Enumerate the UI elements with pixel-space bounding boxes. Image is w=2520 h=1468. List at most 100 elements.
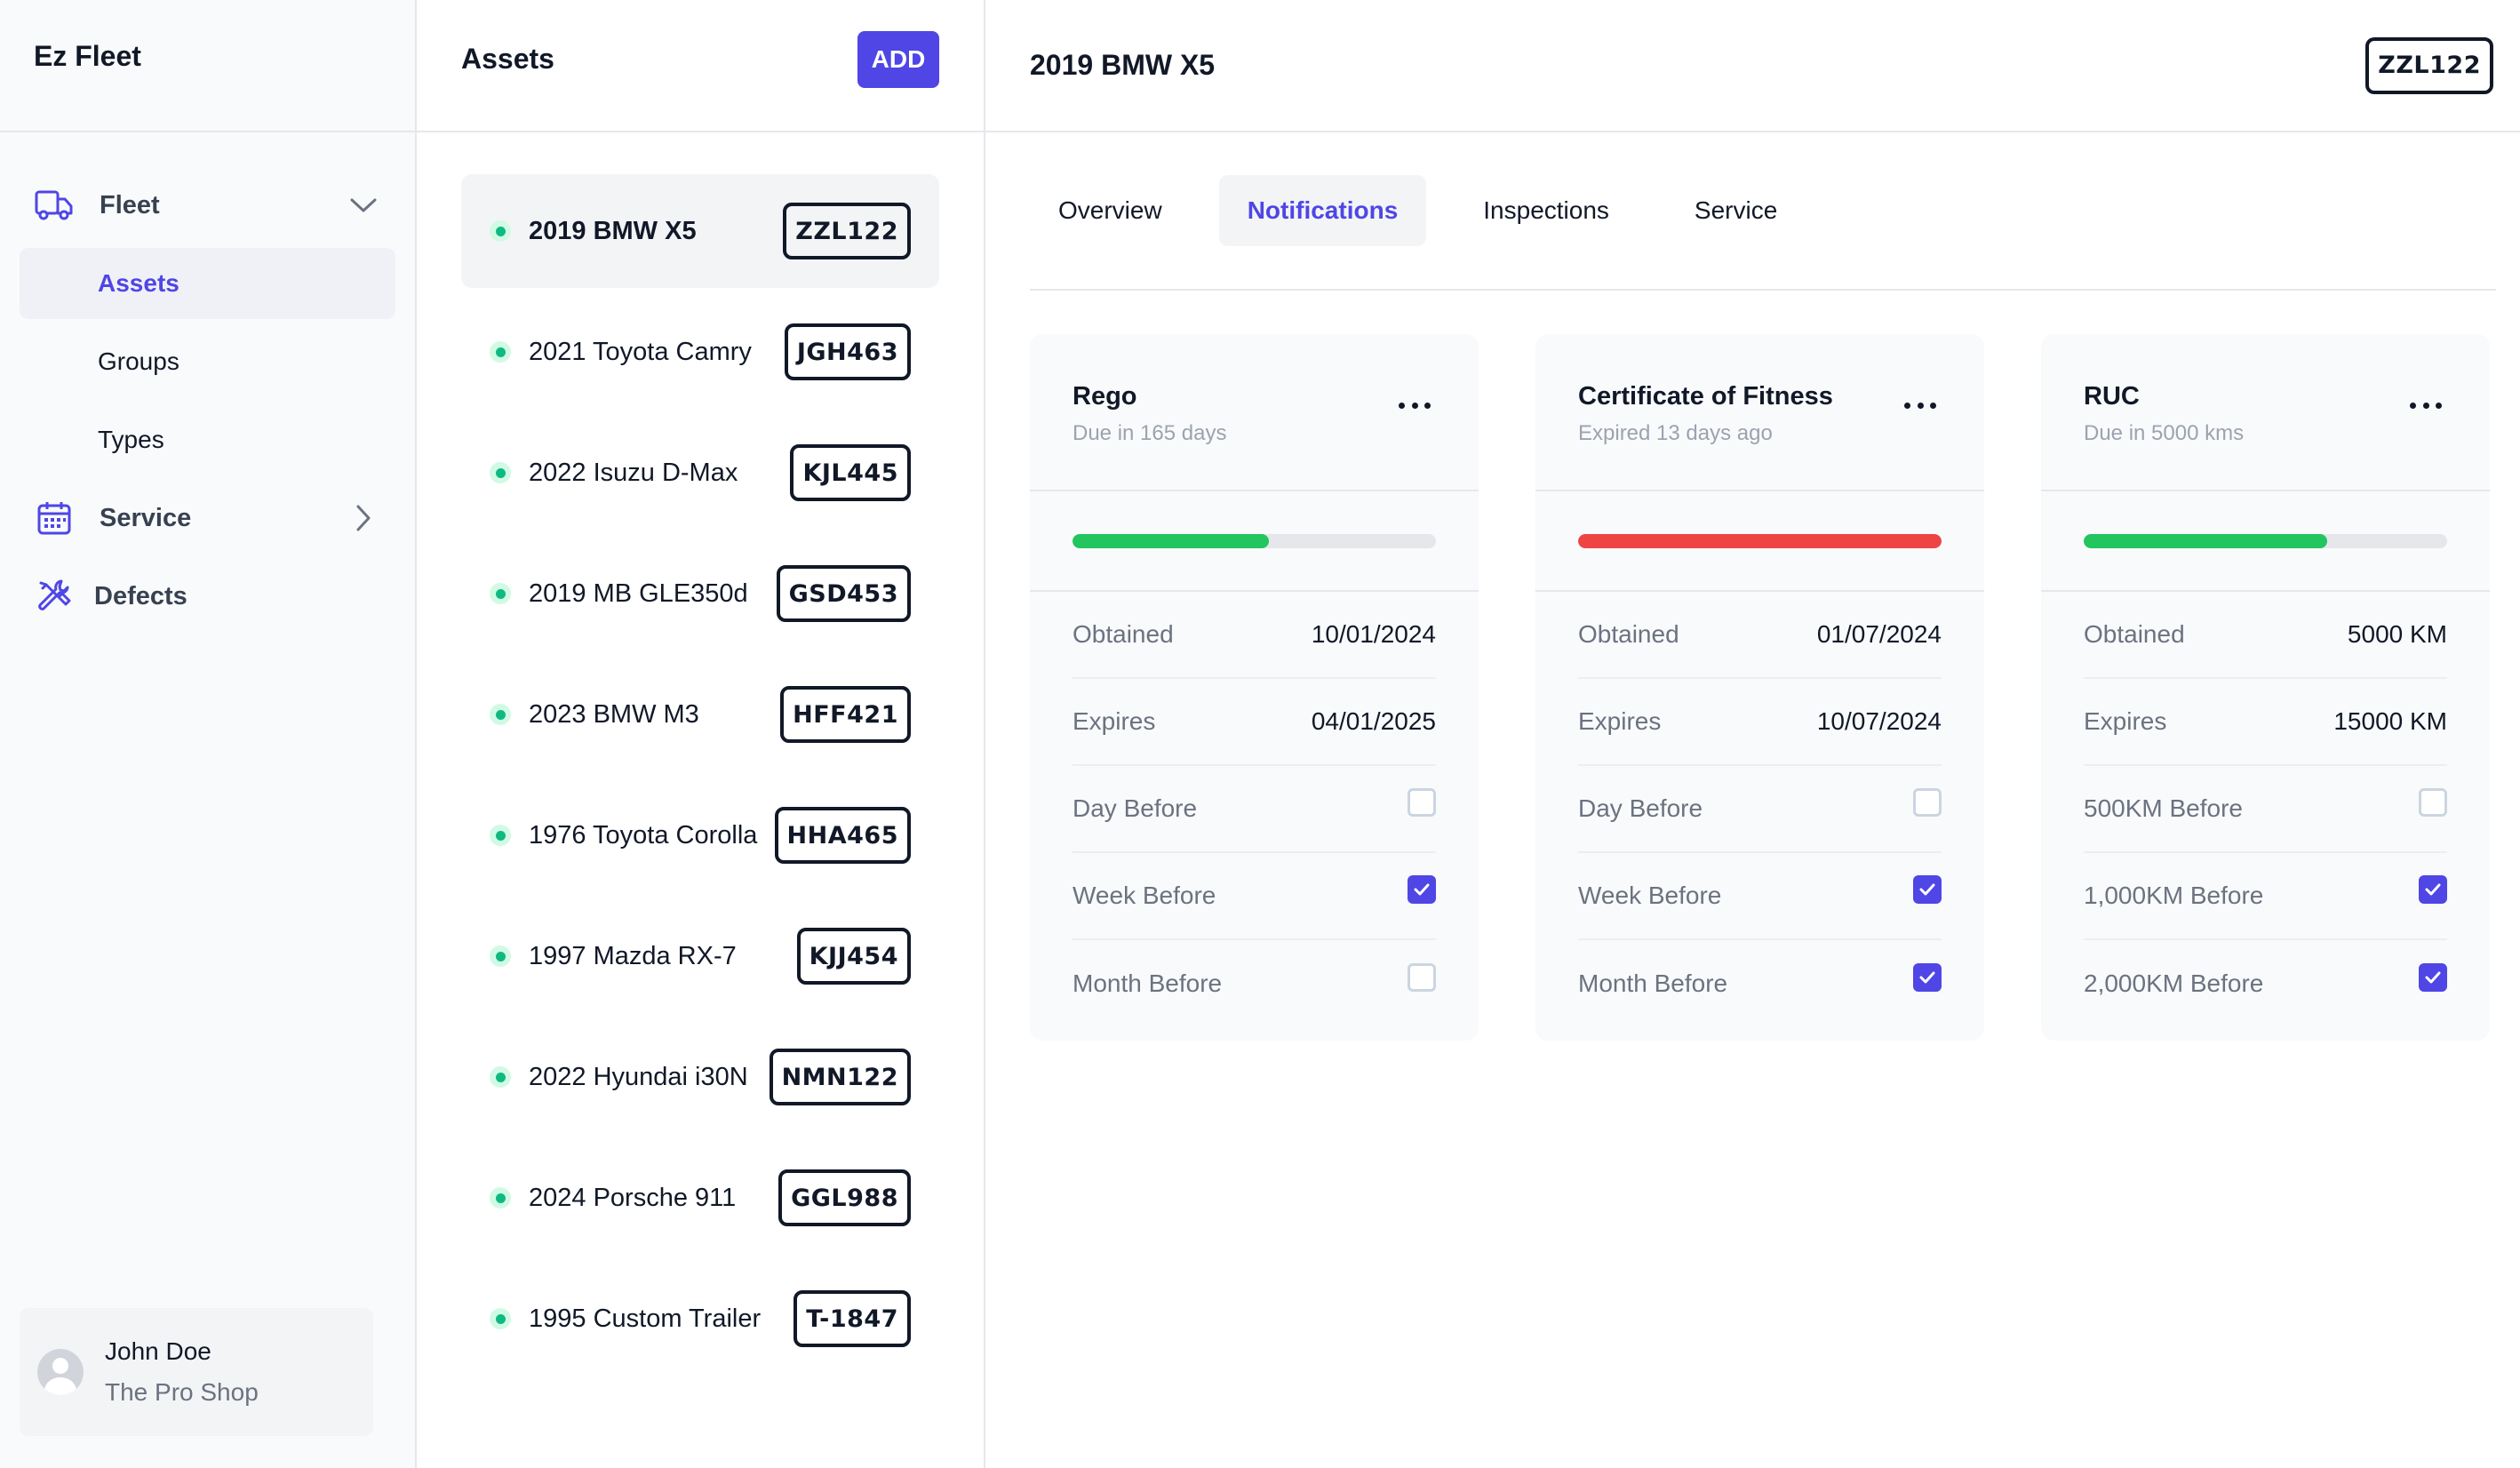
sidebar-item-fleet[interactable]: Fleet	[20, 170, 395, 241]
tab-notifications[interactable]: Notifications	[1218, 175, 1427, 246]
more-options-icon[interactable]	[1395, 389, 1434, 421]
reminder-checkbox[interactable]	[2419, 788, 2447, 817]
asset-row[interactable]: 2022 Hyundai i30N NMN122	[461, 1020, 939, 1134]
asset-row[interactable]: 2022 Isuzu D-Max KJL445	[461, 416, 939, 530]
calendar-icon	[34, 498, 75, 539]
card-title: Rego	[1073, 382, 1137, 411]
card-row: Week Before	[1578, 853, 1942, 940]
user-card[interactable]: John Doe The Pro Shop	[20, 1308, 373, 1436]
card-row: Expires 15000 KM	[2084, 679, 2447, 766]
asset-name: 2024 Porsche 911	[529, 1183, 737, 1212]
assets-panel: Assets ADD 2019 BMW X5 ZZL122 2021 Toyota …	[417, 0, 985, 1468]
tab-overview[interactable]: Overview	[1058, 196, 1162, 224]
card-title: RUC	[2084, 382, 2140, 411]
reminder-checkbox[interactable]	[1913, 963, 1942, 992]
reminder-checkbox[interactable]	[1913, 875, 1942, 904]
asset-row[interactable]: 2021 Toyota Camry JGH463	[461, 295, 939, 409]
card-row: Day Before	[1073, 766, 1436, 853]
reminder-checkbox[interactable]	[1408, 788, 1436, 817]
chevron-right-icon[interactable]	[346, 500, 381, 536]
asset-row[interactable]: 1995 Custom Trailer T-1847	[461, 1262, 939, 1376]
card-subtitle: Due in 5000 kms	[2084, 421, 2245, 445]
sidebar-item-label: Service	[100, 503, 192, 532]
truck-icon	[34, 185, 75, 226]
dot	[2410, 402, 2416, 409]
sidebar: Ez Fleet Fleet Assets Groups Types	[0, 0, 417, 1468]
dot	[1904, 402, 1910, 409]
row-label: Obtained	[1578, 620, 1679, 648]
notification-cards: Rego Due in 165 days Obtained 10/01/2024 Exp…	[1030, 334, 2520, 1041]
card-row: Month Before	[1073, 940, 1436, 1027]
progress-fill	[1578, 533, 1942, 548]
asset-row[interactable]: 2024 Porsche 911 GGL988	[461, 1141, 939, 1255]
progress-track	[2084, 533, 2447, 548]
plate-badge: KJL445	[790, 444, 911, 501]
plate-badge: GGL988	[778, 1169, 911, 1226]
progress-fill	[2084, 533, 2328, 548]
asset-name: 1997 Mazda RX-7	[529, 941, 737, 970]
card-row: Month Before	[1578, 940, 1942, 1027]
reminder-checkbox[interactable]	[2419, 875, 2447, 904]
asset-list: 2019 BMW X5 ZZL122 2021 Toyota Camry JGH463…	[417, 132, 984, 1376]
sidebar-item-types[interactable]: Types	[98, 426, 164, 453]
dot	[1411, 402, 1418, 409]
asset-row[interactable]: 2019 BMW X5 ZZL122	[461, 174, 939, 288]
more-options-icon[interactable]	[2406, 389, 2445, 421]
asset-row[interactable]: 1976 Toyota Corolla HHA465	[461, 778, 939, 892]
status-dot	[490, 704, 511, 725]
sidebar-item-assets[interactable]: Assets	[20, 248, 395, 319]
assets-header: Assets ADD	[417, 0, 984, 132]
plate-badge: ZZL122	[783, 203, 911, 259]
asset-row[interactable]: 2023 BMW M3 HFF421	[461, 658, 939, 771]
progress-track	[1073, 533, 1436, 548]
sidebar-item-service[interactable]: Service	[20, 483, 395, 554]
row-value: 15000 KM	[2333, 707, 2447, 735]
add-asset-button[interactable]: ADD	[857, 30, 939, 88]
row-label: Expires	[2084, 707, 2167, 735]
dot	[2436, 402, 2442, 409]
row-value: 04/01/2025	[1311, 707, 1436, 735]
progress-section	[1030, 491, 1479, 592]
detail-tabs: Overview Notifications Inspections Service	[1030, 132, 2496, 291]
plate-badge: GSD453	[776, 565, 911, 622]
app-title: Ez Fleet	[34, 40, 141, 72]
tab-service[interactable]: Service	[1694, 196, 1778, 224]
asset-row[interactable]: 1997 Mazda RX-7 KJJ454	[461, 899, 939, 1013]
card-rows: Obtained 5000 KM Expires 15000 KM 500KM Befo…	[2041, 592, 2490, 1027]
dot	[1424, 402, 1431, 409]
card-row: 500KM Before	[2084, 766, 2447, 853]
user-org: The Pro Shop	[105, 1378, 259, 1406]
progress-section	[2041, 491, 2490, 592]
card-header: RUC Due in 5000 kms	[2041, 334, 2490, 491]
reminder-checkbox[interactable]	[2419, 963, 2447, 992]
wrench-screwdriver-icon	[34, 576, 75, 617]
more-options-icon[interactable]	[1901, 389, 1940, 421]
plate-badge: NMN122	[769, 1049, 911, 1105]
reminder-checkbox[interactable]	[1913, 788, 1942, 817]
chevron-down-icon[interactable]	[346, 187, 381, 223]
detail-header: 2019 BMW X5 ZZL122	[985, 0, 2520, 132]
notification-card: Certificate of Fitness Expired 13 days ag…	[1535, 334, 1984, 1041]
row-value: 5000 KM	[2347, 620, 2447, 648]
sidebar-item-defects[interactable]: Defects	[20, 561, 395, 632]
detail-title: 2019 BMW X5	[1030, 49, 1216, 81]
tab-inspections[interactable]: Inspections	[1483, 196, 1609, 224]
card-row: Obtained 10/01/2024	[1073, 592, 1436, 679]
sidebar-item-label: Fleet	[100, 190, 160, 219]
sidebar-item-groups[interactable]: Groups	[98, 347, 179, 375]
status-dot	[490, 583, 511, 604]
status-dot	[490, 341, 511, 363]
avatar	[37, 1349, 84, 1395]
detail-plate: ZZL122	[2365, 36, 2493, 94]
row-value: 10/07/2024	[1816, 707, 1942, 735]
sidebar-nav: Fleet Assets Groups Types Service	[0, 132, 415, 632]
reminder-checkbox[interactable]	[1408, 875, 1436, 904]
reminder-checkbox[interactable]	[1408, 963, 1436, 992]
asset-row[interactable]: 2019 MB GLE350d GSD453	[461, 537, 939, 650]
row-label: 500KM Before	[2084, 794, 2243, 822]
row-label: Expires	[1073, 707, 1156, 735]
card-rows: Obtained 10/01/2024 Expires 04/01/2025 Day B…	[1030, 592, 1479, 1027]
sidebar-item-label: Defects	[94, 581, 187, 610]
row-label: Month Before	[1073, 969, 1223, 997]
asset-name: 2021 Toyota Camry	[529, 337, 752, 366]
